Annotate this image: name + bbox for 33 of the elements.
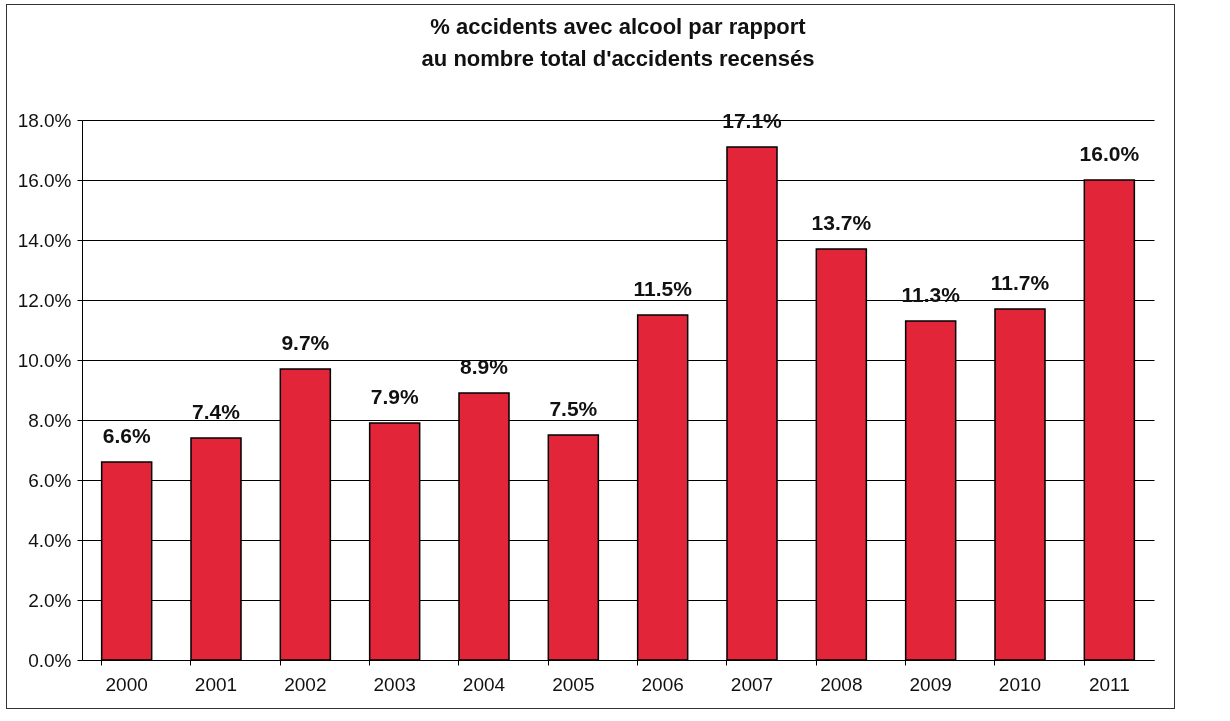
y-tick-label: 4.0% (28, 529, 72, 551)
data-label: 11.7% (990, 271, 1050, 294)
data-label: 6.6% (102, 424, 151, 447)
x-tick-label: 2008 (820, 673, 863, 695)
y-tick-label: 12.0% (17, 289, 72, 311)
y-tick-label: 8.0% (28, 409, 72, 431)
x-tick-label: 2009 (909, 673, 952, 695)
data-label: 8.9% (460, 355, 509, 378)
x-tick-label: 2011 (1088, 673, 1130, 695)
data-label: 7.5% (549, 397, 598, 420)
y-tick-label: 16.0% (17, 169, 72, 191)
x-tick-label: 2010 (998, 673, 1042, 695)
y-tick-label: 0.0% (28, 649, 72, 671)
y-tick-label: 2.0% (28, 589, 72, 611)
y-tick-label: 14.0% (17, 229, 72, 251)
x-tick-label: 2001 (194, 673, 238, 695)
x-tick-label: 2006 (641, 673, 684, 695)
chart-title: % accidents avec alcool par rapport au nombre total d'accidents recensés (421, 14, 815, 71)
data-label: 16.0% (1079, 142, 1140, 165)
x-tick-label: 2007 (730, 673, 774, 695)
data-label: 13.7% (811, 211, 872, 234)
x-tick-label: 2002 (284, 673, 327, 695)
x-tick-label: 2004 (462, 673, 506, 695)
x-tick-label: 2000 (105, 673, 148, 695)
data-label: 7.9% (370, 385, 419, 408)
x-tick-label: 2005 (552, 673, 595, 695)
data-label: 7.4% (192, 400, 241, 423)
data-label: 11.5% (633, 277, 693, 300)
y-tick-label: 18.0% (17, 109, 72, 131)
y-tick-label: 6.0% (28, 469, 72, 491)
y-tick-label: 10.0% (17, 349, 72, 371)
data-label: 9.7% (281, 331, 330, 354)
x-tick-label: 2003 (373, 673, 416, 695)
